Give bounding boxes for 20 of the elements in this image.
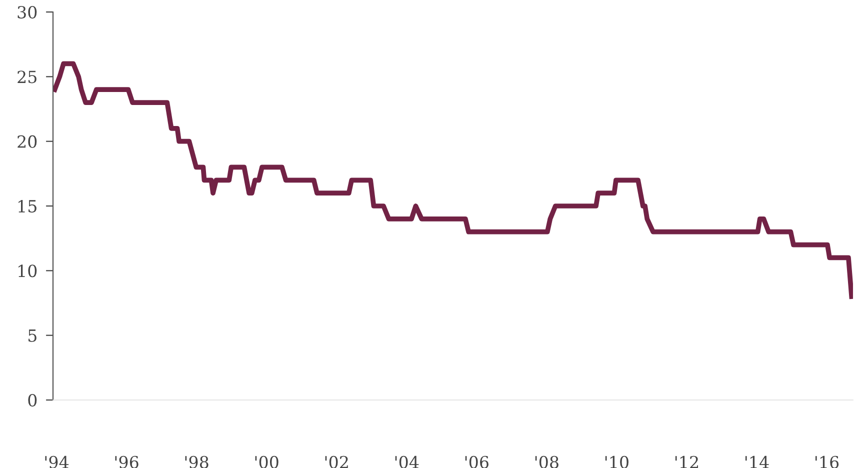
x-tick-label: '98 [185,456,208,468]
x-tick-label: '12 [675,456,698,468]
x-tick-label: '94 [45,456,69,468]
x-tick-label: '06 [465,456,488,468]
y-tick-label: 25 [18,70,36,84]
y-tick-label: 10 [18,264,37,278]
y-tick-label: 30 [18,6,37,19]
x-tick-label: '08 [535,456,558,468]
y-tick-label: 0 [28,394,37,407]
x-tick-label: '16 [815,456,839,468]
x-tick-label: '10 [605,456,628,468]
x-tick-label: '02 [325,456,348,468]
x-tick-label: '14 [745,456,769,468]
x-tick-label: '96 [115,456,138,468]
x-tick-label: '00 [255,456,278,468]
x-tick-label: '04 [395,456,419,468]
y-tick-label: 5 [28,330,36,342]
y-tick-label: 15 [18,200,36,213]
line-series [53,61,853,299]
y-tick-label: 20 [18,135,37,148]
